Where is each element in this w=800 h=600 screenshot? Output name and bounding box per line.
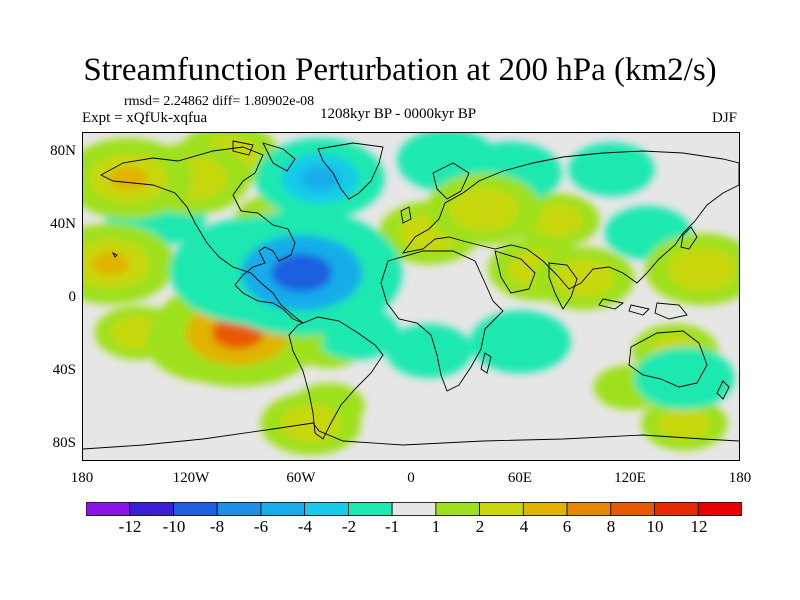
experiment-label: Expt = xQfUk-xqfua xyxy=(82,110,208,126)
anomaly-core-6 xyxy=(585,153,638,186)
contour-field xyxy=(83,133,739,456)
colorbar-swatch-10 xyxy=(522,502,568,516)
colorbar-swatch-11 xyxy=(566,502,612,516)
colorbar-swatch-12 xyxy=(610,502,655,516)
colorbar-swatch-0 xyxy=(86,502,131,516)
colorbar-label-2: 2 xyxy=(475,517,485,536)
colorbar-label-m2: -2 xyxy=(341,517,357,536)
colorbar-label-m4: -4 xyxy=(297,517,313,536)
y-label-40n: 40N xyxy=(50,216,76,232)
season-label: DJF xyxy=(712,110,738,126)
stats-label: rmsd= 2.24862 diff= 1.80902e-08 xyxy=(124,94,315,109)
anomaly-core-23 xyxy=(449,187,519,231)
anomaly-core-21 xyxy=(654,359,715,398)
x-label-120w: 120W xyxy=(172,470,210,486)
x-label-60e: 60E xyxy=(507,470,533,486)
colorbar-swatch-3 xyxy=(216,502,262,516)
colorbar-label-8: 8 xyxy=(606,517,616,536)
anomaly-core-7 xyxy=(621,216,674,250)
x-label-180e: 180 xyxy=(728,470,752,486)
streamfunction-map xyxy=(82,132,740,461)
colorbar-swatch-5 xyxy=(304,502,349,516)
colorbar-label-m6: -6 xyxy=(253,517,269,536)
anomaly-core-19 xyxy=(553,259,615,298)
colorbar-label-6: 6 xyxy=(562,517,572,536)
colorbar-label-m8: -8 xyxy=(209,517,225,536)
colorbar-swatch-4 xyxy=(260,502,306,516)
anomaly-peak-26 xyxy=(90,251,130,276)
period-label: 1208kyr BP - 0000kyr BP xyxy=(320,106,477,122)
colorbar-swatch-14 xyxy=(697,502,742,516)
colorbar-swatch-9 xyxy=(479,502,524,516)
y-label-0: 0 xyxy=(68,289,77,305)
colorbar-label-m12: -12 xyxy=(118,517,142,536)
colorbar-swatch-13 xyxy=(654,502,699,516)
anomaly-peak-31 xyxy=(271,253,332,292)
x-label-180w: 180 xyxy=(70,470,94,486)
coastlines xyxy=(83,140,739,450)
anomaly-core-8 xyxy=(403,334,456,368)
colorbar-swatch-6 xyxy=(347,502,393,516)
colorbar-label-12: 12 xyxy=(690,517,708,536)
anomaly-core-24 xyxy=(667,247,738,291)
colorbar-swatch-1 xyxy=(129,502,174,516)
colorbar-label-m10: -10 xyxy=(162,517,186,536)
x-label-60w: 60W xyxy=(286,470,316,486)
anomaly-peak-28 xyxy=(300,166,340,191)
colorbar-swatch-7 xyxy=(391,502,437,516)
anomaly-core-5 xyxy=(530,204,583,237)
y-label-40s: 40S xyxy=(52,362,76,378)
colorbar-label-m1: -1 xyxy=(384,517,400,536)
anomaly-core-20 xyxy=(490,323,551,361)
x-label-120e: 120E xyxy=(614,470,646,486)
colorbar-label-10: 10 xyxy=(646,517,664,536)
colorbar xyxy=(86,502,742,516)
x-label-0: 0 xyxy=(407,470,415,486)
y-label-80n: 80N xyxy=(50,143,76,159)
colorbar-label-1: 1 xyxy=(431,517,441,536)
anomaly-core-10 xyxy=(658,407,711,440)
colorbar-swatch-8 xyxy=(435,502,480,516)
anomaly-peak-27 xyxy=(109,166,148,191)
y-label-80s: 80S xyxy=(52,435,76,451)
plot-title: Streamfunction Perturbation at 200 hPa (… xyxy=(83,52,717,88)
colorbar-swatch-2 xyxy=(173,502,218,516)
colorbar-label-4: 4 xyxy=(519,517,529,536)
